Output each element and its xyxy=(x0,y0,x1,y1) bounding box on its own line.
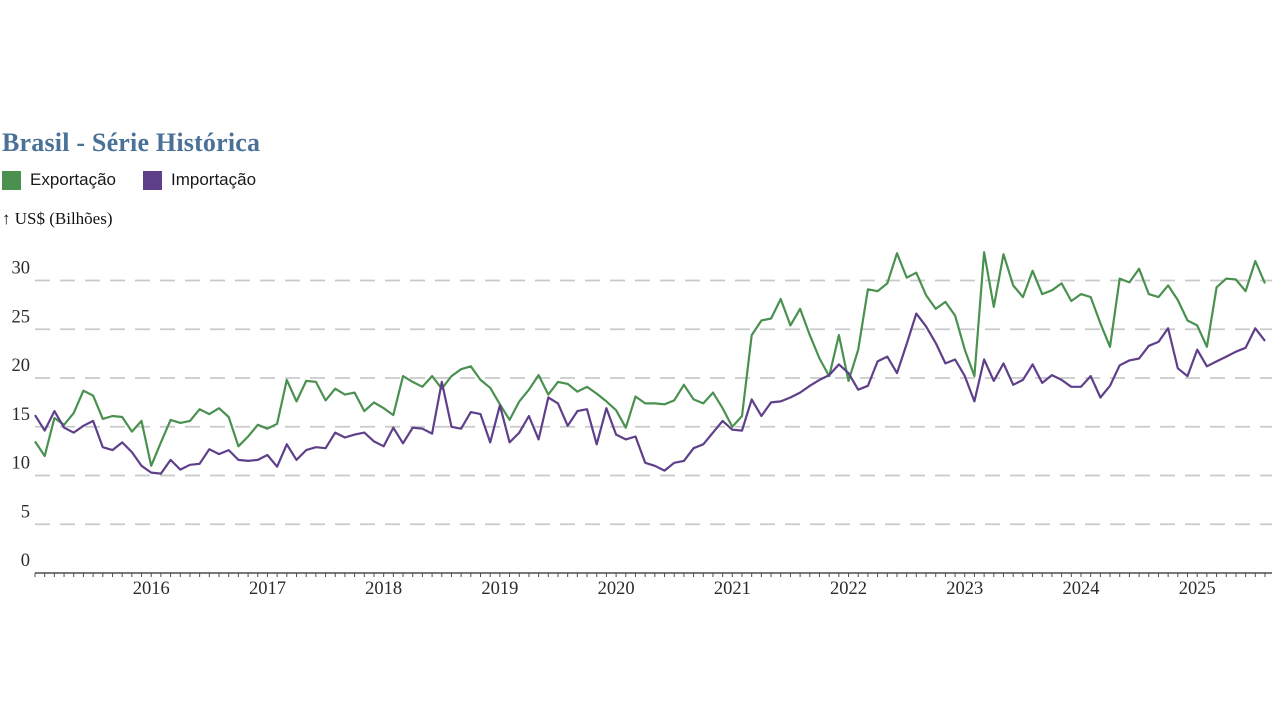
legend-label-exportacao: Exportação xyxy=(30,170,116,189)
importacao-color-swatch xyxy=(143,170,162,190)
x-tick-label-2025: 2025 xyxy=(1179,579,1216,599)
y-tick-label-0: 0 xyxy=(21,551,30,571)
x-tick-label-2024: 2024 xyxy=(1062,579,1099,599)
y-tick-label-25: 25 xyxy=(12,307,31,327)
x-tick-label-2021: 2021 xyxy=(714,579,751,599)
exportacao-color-swatch xyxy=(2,170,21,190)
y-tick-label-30: 30 xyxy=(12,259,31,279)
exportacao-line xyxy=(34,251,1267,467)
y-tick-label-10: 10 xyxy=(12,454,31,474)
x-tick-label-2018: 2018 xyxy=(365,579,402,599)
y-tick-label-20: 20 xyxy=(12,356,31,376)
legend-label-importacao: Importação xyxy=(171,170,257,189)
x-tick-label-2020: 2020 xyxy=(598,579,635,599)
x-tick-label-2016: 2016 xyxy=(133,579,170,599)
y-tick-label-5: 5 xyxy=(21,502,30,522)
legend-item-importacao: Importação xyxy=(143,170,256,190)
importacao-line xyxy=(34,312,1266,475)
x-tick-label-2023: 2023 xyxy=(946,579,983,599)
legend-item-exportacao: Exportação xyxy=(2,170,116,190)
y-tick-label-15: 15 xyxy=(12,405,31,425)
x-tick-label-2019: 2019 xyxy=(481,579,518,599)
chart-legend: Exportação Importação xyxy=(2,170,283,190)
page-title: Brasil - Série Histórica xyxy=(2,128,261,157)
x-tick-label-2017: 2017 xyxy=(249,579,286,599)
y-axis-title: ↑ US$ (Bilhões) xyxy=(2,209,113,228)
x-tick-label-2022: 2022 xyxy=(830,579,867,599)
